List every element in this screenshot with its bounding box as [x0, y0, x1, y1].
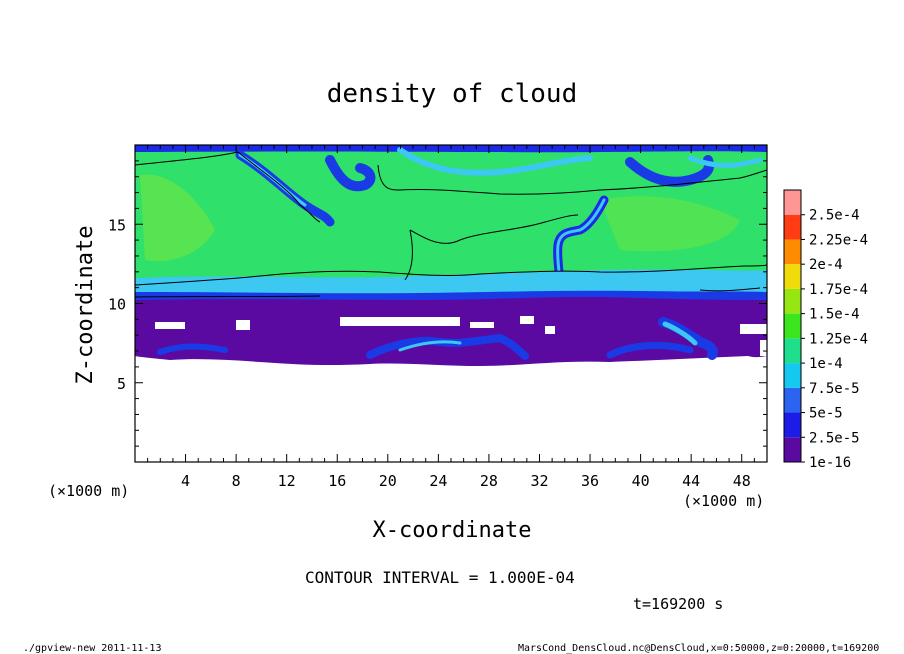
colorbar-label: 7.5e-5 — [809, 381, 860, 397]
lower-layer-features — [157, 317, 718, 360]
colorbar-label: 2.25e-4 — [809, 232, 868, 248]
x-tick-label: 16 — [328, 472, 346, 490]
plot-area — [135, 145, 767, 462]
colorbar-swatch — [784, 214, 801, 240]
x-tick-label: 24 — [429, 472, 447, 490]
x-axis-title: X-coordinate — [373, 518, 532, 543]
x-tick-label: 4 — [181, 472, 190, 490]
colorbar-label: 1e-16 — [809, 455, 851, 471]
program-label: ./gpview-new 2011-11-13 — [23, 643, 161, 654]
colorbar-swatch — [784, 363, 801, 388]
colorbar-label: 5e-5 — [809, 406, 843, 422]
contour-interval-label: CONTOUR INTERVAL = 1.000E-04 — [305, 568, 575, 587]
upper-band-bright-patch — [140, 174, 215, 262]
colorbar-swatch — [784, 264, 801, 289]
swirl-features — [235, 147, 763, 227]
upper-cloud-band — [135, 145, 767, 300]
low-density-layer — [135, 297, 767, 366]
colorbar-label: 2.5e-5 — [809, 430, 860, 446]
colorbar-label: 2.5e-4 — [809, 208, 860, 224]
x-tick-label: 8 — [232, 472, 241, 490]
x-tick-label: 32 — [530, 472, 548, 490]
clear-gaps — [155, 316, 767, 356]
y-unit-label: (×1000 m) — [48, 482, 129, 500]
chart-title: density of cloud — [327, 79, 577, 109]
colorbar: 1e-16 2.5e-5 5e-5 7.5e-5 1e-4 1.25e-4 1.5e-4 1.… — [783, 189, 868, 471]
x-tick-label: 28 — [480, 472, 498, 490]
y-tick-label: 5 — [117, 375, 126, 393]
y-tick-label: 10 — [108, 296, 126, 314]
colorbar-swatch — [784, 437, 801, 462]
colorbar-swatch — [784, 338, 801, 364]
colorbar-label: 1.25e-4 — [809, 331, 868, 347]
colorbar-frame — [783, 189, 802, 463]
x-tick-label: 12 — [278, 472, 296, 490]
x-tick-label: 44 — [682, 472, 700, 490]
colorbar-label: 1.75e-4 — [809, 282, 868, 298]
colorbar-swatch — [784, 239, 801, 265]
y-axis-title: Z-coordinate — [73, 226, 98, 385]
x-axis: 4 8 12 16 20 24 28 32 36 40 44 48 — [147, 145, 755, 490]
upper-band-bright-patch — [600, 196, 740, 252]
source-label: MarsCond_DensCloud.nc@DensCloud,x=0:5000… — [518, 643, 879, 654]
colorbar-swatch — [784, 412, 801, 438]
colorbar-label: 1.5e-4 — [809, 307, 860, 323]
x-unit-label: (×1000 m) — [683, 492, 764, 510]
time-label: t=169200 s — [633, 595, 723, 613]
x-tick-label: 40 — [632, 472, 650, 490]
colorbar-swatch — [784, 190, 801, 215]
y-axis: 5 10 15 — [108, 160, 767, 447]
colorbar-label: 1e-4 — [809, 356, 843, 372]
x-tick-label: 48 — [733, 472, 751, 490]
x-tick-label: 20 — [379, 472, 397, 490]
x-tick-label: 36 — [581, 472, 599, 490]
colorbar-swatch — [784, 313, 801, 339]
colorbar-swatch — [784, 288, 801, 314]
contour-lines — [135, 151, 767, 298]
colorbar-label: 2e-4 — [809, 257, 843, 273]
colorbar-swatch — [784, 387, 801, 413]
y-tick-label: 15 — [108, 216, 126, 234]
